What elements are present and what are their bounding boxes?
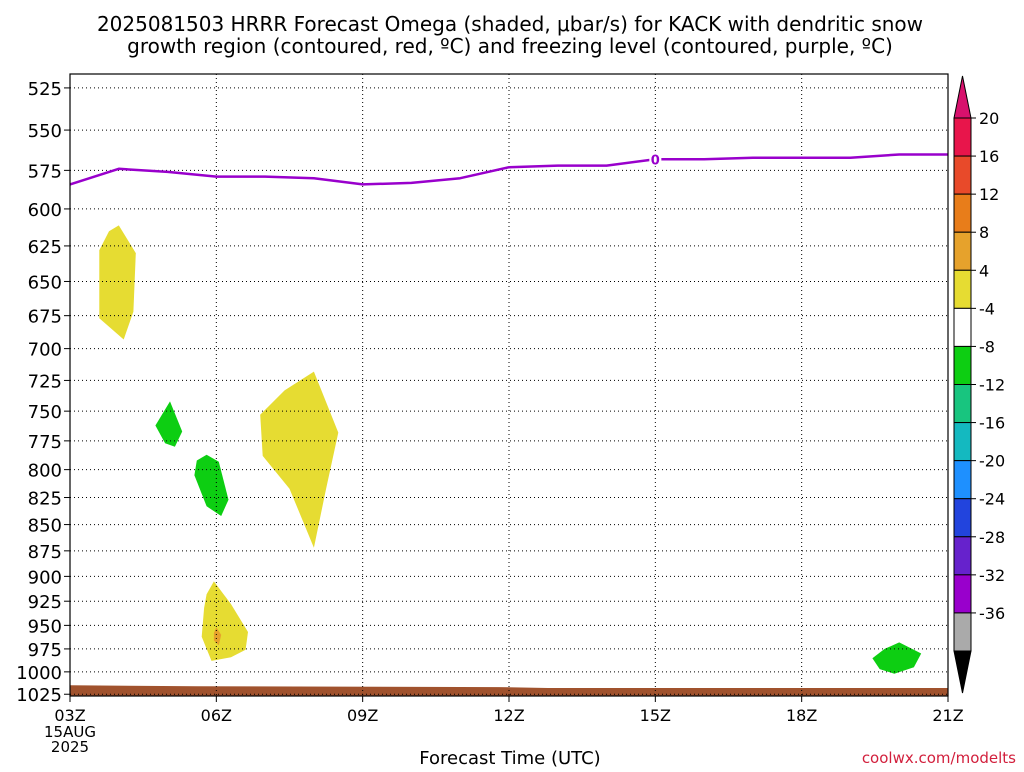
y-tick-label: 675: [28, 307, 62, 328]
colorbar-label: 16: [979, 147, 999, 166]
colorbar-swatch: [953, 612, 972, 652]
colorbar-swatch: [953, 345, 972, 385]
chart-title-line-2: growth region (contoured, red, ºC) and f…: [127, 34, 893, 58]
colorbar-swatch: [953, 574, 972, 614]
x-date-label: 2025: [51, 738, 89, 756]
y-tick-label: 550: [28, 121, 62, 142]
x-tick-label: 18Z: [786, 706, 817, 725]
omega-colorbar: 20 16 12 8 4 -4 -8 -12 -16 -20 -24 -28 -32 -36: [953, 75, 1005, 694]
colorbar-label: -28: [979, 528, 1005, 547]
colorbar-top-arrow: [953, 75, 972, 119]
colorbar-label: 8: [979, 223, 989, 242]
y-tick-label: 525: [28, 79, 62, 100]
x-tick-label: 09Z: [347, 706, 378, 725]
freezing-level-label-bg: [649, 151, 662, 167]
x-axis-label: Forecast Time (UTC): [419, 748, 600, 768]
colorbar-swatch: [953, 460, 972, 500]
omega-region: [201, 581, 248, 661]
x-tick-label: 12Z: [493, 706, 524, 725]
y-tick-label: 825: [28, 489, 62, 510]
colorbar-label: -20: [979, 452, 1005, 471]
colorbar-label: -36: [979, 604, 1005, 623]
colorbar-swatch: [953, 422, 972, 462]
y-tick-label: 900: [28, 567, 62, 588]
y-tick-label: 625: [28, 237, 62, 258]
y-tick-label: 1025: [16, 685, 62, 706]
axes: 525 550 575 600 625 650 675 700 725 750 775 800 825 8…: [16, 73, 964, 756]
colorbar-label: -24: [979, 490, 1005, 509]
y-tick-label: 850: [28, 516, 62, 537]
colorbar-label: -16: [979, 414, 1005, 433]
y-tick-label: 775: [28, 432, 62, 453]
x-tick-label: 21Z: [932, 706, 963, 725]
y-tick-label: 575: [28, 161, 62, 182]
colorbar-swatch: [953, 231, 972, 271]
colorbar-label: 20: [979, 109, 999, 128]
colorbar-swatch: [953, 117, 972, 157]
y-tick-label: 875: [28, 542, 62, 563]
plot-area: 0: [69, 74, 949, 696]
colorbar-label: -4: [979, 299, 995, 318]
x-tick-label: 15Z: [640, 706, 671, 725]
colorbar-bottom-arrow: [953, 650, 972, 694]
x-date-label: 15AUG: [44, 723, 96, 741]
source-credit: coolwx.com/modelts: [862, 749, 1016, 767]
colorbar-swatch: [953, 307, 972, 347]
colorbar-label: -8: [979, 337, 995, 356]
y-tick-label: 975: [28, 640, 62, 661]
y-tick-label: 700: [28, 340, 62, 361]
colorbar-label: -12: [979, 376, 1005, 395]
y-tick-label: 650: [28, 272, 62, 293]
colorbar-swatch: [953, 155, 972, 195]
y-tick-label: 750: [28, 402, 62, 423]
colorbar-swatch: [953, 269, 972, 309]
x-tick-label: 06Z: [201, 706, 232, 725]
y-tick-label: 725: [28, 371, 62, 392]
omega-region: [213, 627, 222, 646]
colorbar-swatch: [953, 384, 972, 424]
omega-region: [260, 371, 339, 548]
y-tick-label: 925: [28, 592, 62, 613]
omega-region: [155, 401, 183, 447]
colorbar-swatch: [953, 498, 972, 538]
colorbar-label: 4: [979, 261, 989, 280]
omega-region: [99, 225, 136, 340]
freezing-level-line: [69, 153, 948, 186]
y-tick-label: 1000: [16, 663, 62, 684]
colorbar-swatch: [953, 193, 972, 233]
x-tick-label: 03Z: [54, 706, 85, 725]
colorbar-swatch: [953, 536, 972, 576]
colorbar-label: -32: [979, 566, 1005, 585]
chart-title-line-1: 2025081503 HRRR Forecast Omega (shaded, …: [97, 12, 923, 36]
colorbar-label: 12: [979, 185, 999, 204]
y-tick-label: 800: [28, 461, 62, 482]
y-tick-label: 600: [28, 200, 62, 221]
y-tick-label: 950: [28, 616, 62, 637]
freezing-level-label: 0: [651, 153, 660, 168]
omega-region: [872, 642, 922, 674]
omega-region: [194, 454, 229, 516]
